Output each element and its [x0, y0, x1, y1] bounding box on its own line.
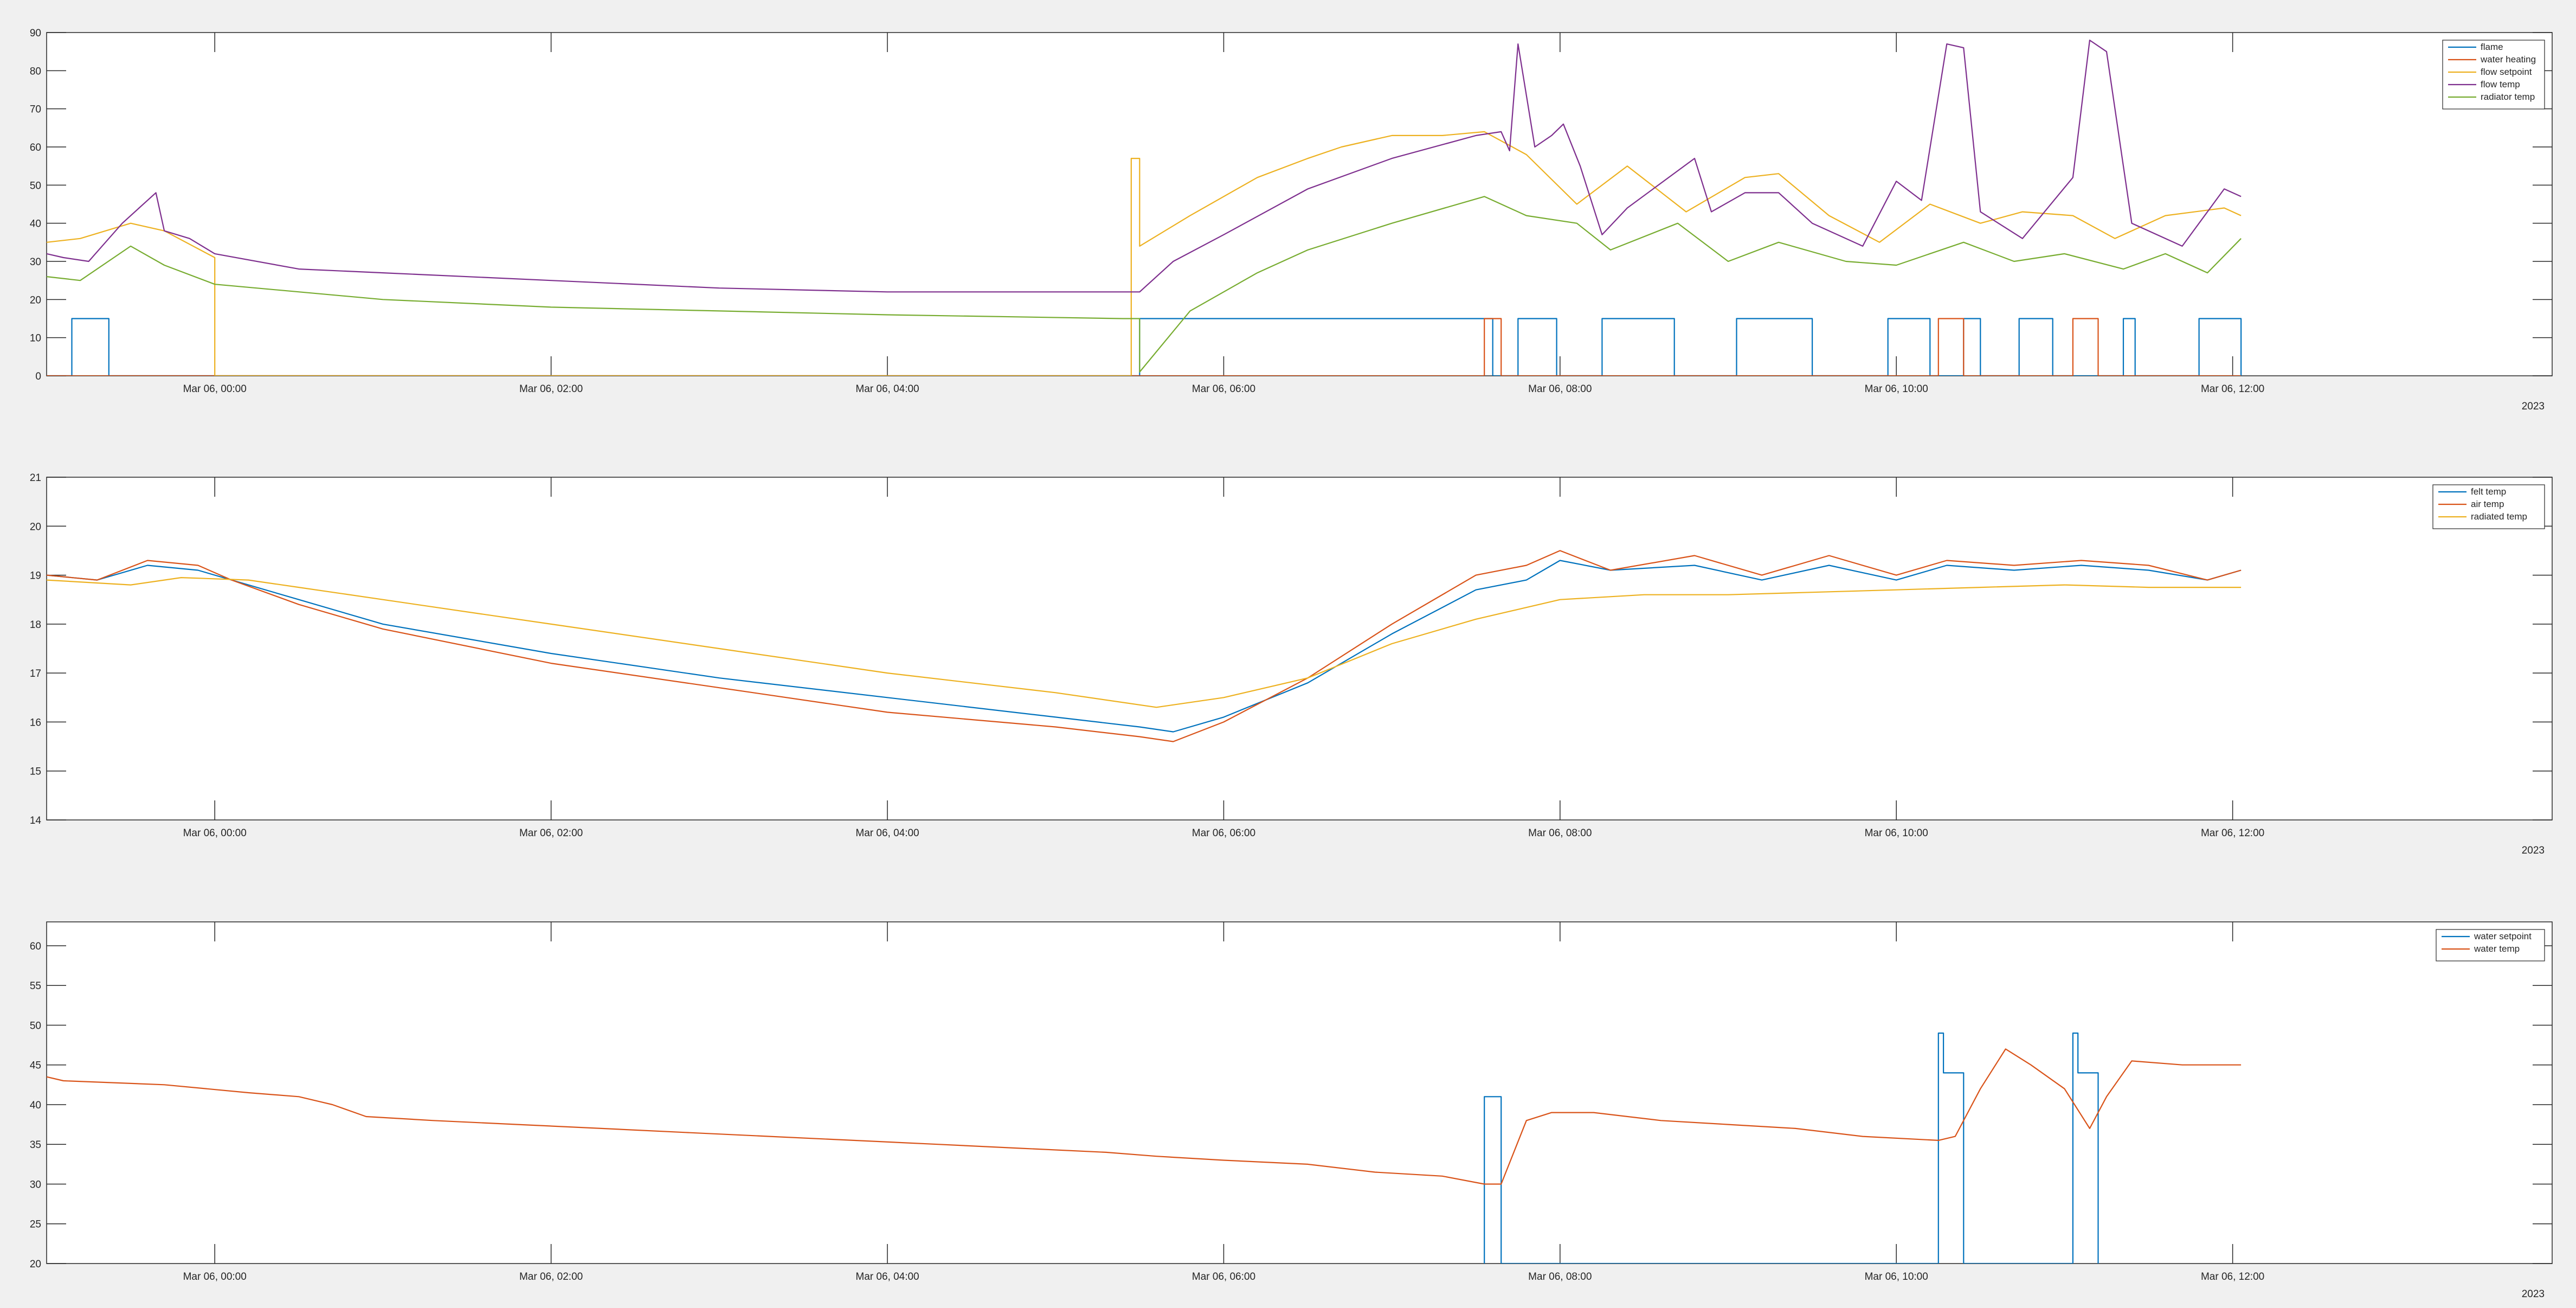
legend-box — [2436, 929, 2545, 961]
y-tick-label: 20 — [30, 1259, 41, 1270]
y-tick-label: 18 — [30, 619, 41, 631]
series-line-water-setpoint — [1484, 1033, 2099, 1264]
x-tick-label: Mar 06, 02:00 — [519, 383, 583, 395]
y-tick-label: 30 — [30, 1179, 41, 1190]
y-tick-label: 19 — [30, 570, 41, 582]
chart-panel-top: 0 10 20 30 40 50 60 70 80 90 Mar 06, 00:00 Mar 06, … — [30, 28, 2553, 412]
plot-area — [46, 477, 2553, 820]
legend-label: water heating — [2480, 54, 2536, 65]
legend-label: flow temp — [2481, 79, 2520, 89]
y-tick-label: 60 — [30, 941, 41, 952]
series-line-water-heating — [47, 318, 2242, 376]
series-line-radiated-temp — [47, 577, 2242, 708]
legend-label: air temp — [2471, 499, 2504, 509]
y-tick-label: 80 — [30, 66, 41, 77]
x-tick-label: Mar 06, 00:00 — [183, 828, 247, 839]
y-tick-label: 20 — [30, 294, 41, 306]
y-tick-label: 35 — [30, 1139, 41, 1151]
x-tick-label: Mar 06, 10:00 — [1865, 383, 1928, 395]
x-tick-label: Mar 06, 08:00 — [1528, 383, 1592, 395]
x-tick-label: Mar 06, 06:00 — [1192, 1271, 1255, 1283]
legend-label: radiator temp — [2481, 92, 2535, 102]
x-axis-year-label: 2023 — [2522, 845, 2545, 856]
x-tick-label: Mar 06, 06:00 — [1192, 383, 1255, 395]
y-tick-label: 40 — [30, 219, 41, 230]
x-tick-label: Mar 06, 10:00 — [1865, 1271, 1928, 1283]
chart-panel-middle: 14 15 16 17 18 19 20 21 Mar 06, 00:00 Mar 06, 02:… — [30, 472, 2553, 856]
series-line-felt-temp — [47, 560, 2242, 733]
x-tick-label: Mar 06, 12:00 — [2201, 828, 2264, 839]
y-tick-label: 15 — [30, 766, 41, 778]
x-tick-label: Mar 06, 06:00 — [1192, 828, 1255, 839]
legend: water setpoint water temp — [2436, 929, 2545, 961]
legend-label: flow setpoint — [2481, 67, 2532, 77]
x-tick-label: Mar 06, 08:00 — [1528, 1271, 1592, 1283]
y-tick-label: 16 — [30, 717, 41, 728]
x-tick-label: Mar 06, 02:00 — [519, 828, 583, 839]
x-tick-label: Mar 06, 04:00 — [855, 1271, 919, 1283]
y-tick-label: 20 — [30, 521, 41, 533]
legend-label: flame — [2481, 42, 2503, 52]
y-tick-label: 25 — [30, 1219, 41, 1230]
series-line-flow-temp — [47, 40, 2242, 293]
x-tick-label: Mar 06, 04:00 — [855, 828, 919, 839]
y-tick-label: 50 — [30, 1020, 41, 1031]
legend-label: water temp — [2474, 944, 2520, 954]
y-tick-label: 0 — [35, 371, 41, 382]
y-tick-label: 90 — [30, 28, 41, 39]
x-tick-label: Mar 06, 00:00 — [183, 1271, 247, 1283]
x-tick-label: Mar 06, 04:00 — [855, 383, 919, 395]
x-tick-label: Mar 06, 12:00 — [2201, 1271, 2264, 1283]
series-line-water-temp — [47, 1048, 2242, 1185]
y-tick-label: 10 — [30, 333, 41, 344]
x-axis-year-label: 2023 — [2522, 1288, 2545, 1300]
x-tick-label: Mar 06, 10:00 — [1865, 828, 1928, 839]
x-tick-label: Mar 06, 02:00 — [519, 1271, 583, 1283]
y-tick-label: 55 — [30, 980, 41, 992]
y-tick-label: 17 — [30, 668, 41, 679]
chart-panel-bottom: 20 25 30 35 40 45 50 55 60 Mar 06, 00:00 Mar 06, 0… — [30, 921, 2553, 1300]
legend: flame water heating flow setpoint flow temp… — [2442, 40, 2545, 110]
legend-label: felt temp — [2471, 486, 2506, 497]
y-tick-label: 21 — [30, 472, 41, 484]
y-tick-label: 14 — [30, 815, 42, 826]
x-tick-label: Mar 06, 08:00 — [1528, 828, 1592, 839]
x-tick-label: Mar 06, 12:00 — [2201, 383, 2264, 395]
plot-area — [46, 32, 2553, 376]
x-axis-year-label: 2023 — [2522, 401, 2545, 412]
series-line-radiator-temp — [47, 196, 2242, 373]
y-tick-label: 60 — [30, 142, 41, 153]
legend: felt temp air temp radiated temp — [2432, 484, 2545, 529]
y-tick-label: 70 — [30, 104, 41, 116]
plot-area — [46, 921, 2553, 1264]
x-tick-label: Mar 06, 00:00 — [183, 383, 247, 395]
series-line-air-temp — [47, 550, 2242, 742]
y-tick-label: 40 — [30, 1100, 41, 1111]
series-line-flow-setpoint — [47, 131, 2242, 376]
y-tick-label: 50 — [30, 180, 41, 191]
legend-label: radiated temp — [2471, 511, 2527, 522]
y-tick-label: 45 — [30, 1060, 41, 1072]
y-tick-label: 30 — [30, 257, 41, 268]
legend-label: water setpoint — [2474, 931, 2532, 941]
series-line-flame — [47, 318, 2242, 376]
